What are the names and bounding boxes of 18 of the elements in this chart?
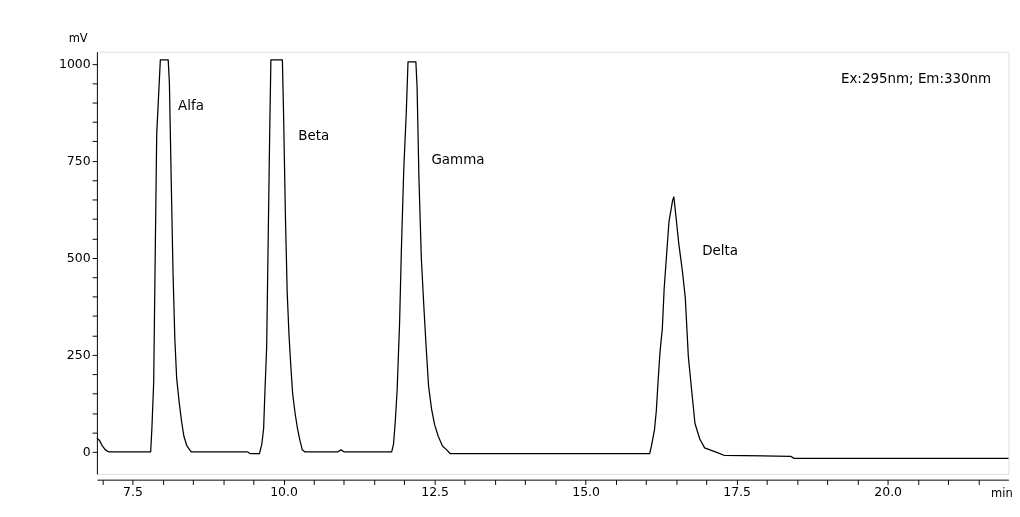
y-tick-label: 500 — [66, 250, 91, 266]
x-tick-label: 15.0 — [572, 484, 601, 500]
x-tick-label: 10.0 — [270, 484, 298, 500]
x-axis-title: min — [991, 486, 1013, 501]
annotation: Beta — [298, 128, 330, 143]
annotation: Delta — [702, 242, 739, 258]
y-tick-label: 750 — [66, 153, 91, 169]
annotation: Gamma — [431, 152, 485, 168]
x-tick-label: 17.5 — [723, 484, 752, 500]
x-tick-label: 12.5 — [421, 484, 449, 500]
x-tick-label: 20.0 — [874, 484, 903, 500]
annotation: Ex:295nm; Em:330nm — [840, 71, 992, 86]
x-tick-label: 7.5 — [123, 484, 143, 500]
y-tick-label: 250 — [66, 347, 91, 363]
y-tick-label: 1000 — [58, 56, 91, 72]
y-axis-title: mV — [68, 30, 88, 45]
y-tick-label: 0 — [82, 444, 91, 460]
annotation: Alfa — [178, 98, 204, 114]
